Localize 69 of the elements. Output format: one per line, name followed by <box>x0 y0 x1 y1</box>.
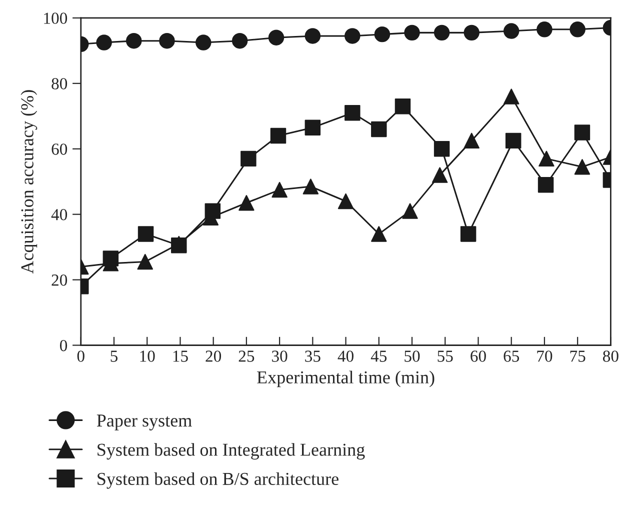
point <box>538 177 554 193</box>
point <box>503 88 520 104</box>
x-tick-label: 15 <box>173 350 188 362</box>
y-tick-label: 80 <box>52 78 68 90</box>
x-tick-label: 30 <box>272 350 288 362</box>
y-tick-label: 100 <box>44 12 68 24</box>
point <box>434 24 450 41</box>
x-tick-label: 45 <box>370 350 387 362</box>
point <box>159 32 175 49</box>
point <box>371 226 387 242</box>
x-tick-label: 40 <box>338 350 354 362</box>
point <box>196 34 212 50</box>
x-tick-label: 5 <box>110 350 118 362</box>
point <box>270 128 286 144</box>
x-tick-label: 10 <box>140 350 155 362</box>
x-tick-label: 60 <box>470 350 486 362</box>
x-tick-label: 35 <box>305 350 320 362</box>
x-tick-label: 75 <box>570 350 586 362</box>
point <box>344 105 360 121</box>
point <box>304 28 321 44</box>
point <box>460 226 476 242</box>
point <box>302 178 319 194</box>
y-tick-label: 20 <box>52 274 68 286</box>
legend-label: Paper system <box>96 414 192 430</box>
legend-label: System based on B/S architecture <box>98 472 338 489</box>
x-axis-title: Experimental time (min) <box>257 370 434 388</box>
point <box>138 226 154 242</box>
y-tick-label: 0 <box>60 340 68 352</box>
point <box>304 120 321 136</box>
point <box>268 30 284 46</box>
x-tick-label: 20 <box>206 350 222 362</box>
point <box>272 182 288 198</box>
point <box>402 203 418 219</box>
point <box>102 250 119 266</box>
x-tick-label: 65 <box>504 350 520 362</box>
point <box>137 254 153 270</box>
point <box>374 26 390 42</box>
x-tick-label: 70 <box>537 350 552 362</box>
point <box>464 24 480 41</box>
point <box>240 150 256 167</box>
point <box>371 121 387 138</box>
point <box>126 32 142 49</box>
point <box>538 150 554 167</box>
y-tick-label: 60 <box>52 144 68 155</box>
point <box>503 23 520 39</box>
y-tick-label: 40 <box>51 209 68 220</box>
y-axis-title: Acquisition accuracy (%) <box>20 90 38 274</box>
point <box>404 24 420 41</box>
point <box>238 195 254 211</box>
point <box>574 124 590 140</box>
point <box>96 34 112 50</box>
point <box>434 141 450 157</box>
point <box>394 98 411 114</box>
legend-label: System based on Integrated Learning <box>98 443 365 460</box>
point <box>505 132 522 149</box>
point <box>232 32 248 49</box>
point <box>432 167 448 183</box>
point <box>536 22 552 38</box>
x-tick-label: 0 <box>77 350 84 362</box>
x-tick-label: 55 <box>438 350 453 362</box>
x-tick-label: 80 <box>603 350 618 362</box>
x-tick-label: 50 <box>404 350 420 362</box>
point <box>344 28 360 44</box>
point <box>204 203 221 219</box>
point <box>570 22 586 38</box>
x-tick-label: 25 <box>238 350 254 362</box>
point <box>464 132 480 149</box>
point <box>338 193 354 210</box>
point <box>574 159 590 175</box>
